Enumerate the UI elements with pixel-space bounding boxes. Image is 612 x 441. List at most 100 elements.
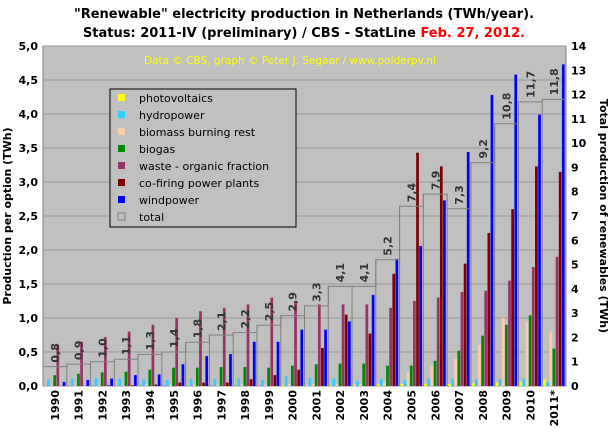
total-label: 2,5 <box>263 302 276 322</box>
bar-waste-organic-fraction <box>531 267 535 386</box>
bar-biogas <box>172 367 175 386</box>
bar-waste-organic-fraction <box>389 307 392 386</box>
y-tick-label: 5,0 <box>19 40 39 53</box>
bar-co-firing-power-plants <box>392 273 396 386</box>
bar-hydropower <box>94 377 98 386</box>
bar-biomass-burning-rest <box>192 384 196 386</box>
x-tick-label: 2005 <box>405 390 418 421</box>
bar-waste-organic-fraction <box>294 301 297 386</box>
bar-co-firing-power-plants <box>558 171 562 386</box>
bar-waste-organic-fraction <box>56 345 60 386</box>
bar-hydropower <box>403 379 407 386</box>
bar-biomass-burning-rest <box>549 331 553 386</box>
bar-co-firing-power-plants <box>107 385 110 386</box>
bar-biomass-burning-rest <box>73 385 77 386</box>
bar-co-firing-power-plants <box>463 263 467 386</box>
bar-biogas <box>386 365 389 386</box>
bar-co-firing-power-plants <box>416 152 419 386</box>
bar-windpower <box>134 375 137 386</box>
legend-swatch-biogas <box>118 145 125 152</box>
bar-hydropower <box>189 379 193 386</box>
bar-hydropower <box>498 379 502 386</box>
bar-waste-organic-fraction <box>246 304 250 386</box>
bar-photovoltaics <box>424 383 428 386</box>
bar-waste-organic-fraction <box>365 304 369 386</box>
bar-waste-organic-fraction <box>484 290 488 386</box>
x-tick-label: 2009 <box>501 390 514 421</box>
bar-waste-organic-fraction <box>413 301 416 386</box>
y2-tick-label: 3 <box>571 307 579 320</box>
bar-photovoltaics <box>400 383 404 386</box>
x-tick-label: 1991 <box>73 390 86 421</box>
total-label: 0,9 <box>73 341 86 361</box>
bar-windpower <box>252 341 256 386</box>
x-tick-label: 2004 <box>382 390 395 421</box>
bar-biomass-burning-rest <box>216 384 220 386</box>
total-label: 11,7 <box>524 71 537 98</box>
bar-waste-organic-fraction <box>222 307 226 386</box>
chart-subtitle-status: Status: 2011-IV (preliminary) / CBS - St… <box>83 26 421 41</box>
bar-biomass-burning-rest <box>169 384 172 386</box>
bar-biogas <box>314 364 318 386</box>
y2-tick-label: 14 <box>571 40 587 53</box>
y2-tick-label: 13 <box>571 64 586 77</box>
bar-biogas <box>481 335 484 386</box>
bar-biomass-burning-rest <box>335 383 339 386</box>
total-label: 7,9 <box>429 171 442 191</box>
bar-windpower <box>443 200 446 386</box>
bar-biomass-burning-rest <box>501 318 505 386</box>
bar-biomass-burning-rest <box>478 345 481 386</box>
legend-label-biomass-burning-rest: biomass burning rest <box>139 126 256 139</box>
bar-biogas <box>53 375 57 386</box>
legend-label-hydropower: hydropower <box>139 109 205 122</box>
bar-co-firing-power-plants <box>321 347 324 386</box>
bar-co-firing-power-plants <box>297 369 301 386</box>
x-tick-label: 1998 <box>239 390 252 421</box>
x-tick-label: 2011* <box>548 390 561 427</box>
bar-waste-organic-fraction <box>460 292 464 386</box>
y-tick-label: 4,0 <box>19 108 39 121</box>
bar-hydropower <box>332 378 336 386</box>
y2-tick-label: 11 <box>571 113 586 126</box>
bar-windpower <box>62 381 66 386</box>
bar-biogas <box>124 371 128 386</box>
y2-tick-label: 6 <box>571 234 579 247</box>
bar-co-firing-power-plants <box>249 379 253 386</box>
bar-photovoltaics <box>495 382 499 386</box>
bar-photovoltaics <box>329 385 332 386</box>
total-series <box>42 98 567 386</box>
bar-windpower <box>490 94 494 387</box>
bar-biomass-burning-rest <box>50 385 53 386</box>
y-tick-label: 1,5 <box>19 278 39 291</box>
x-tick-label: 2001 <box>310 390 323 421</box>
x-tick-label: 2010 <box>524 390 537 421</box>
bar-co-firing-power-plants <box>511 209 514 386</box>
legend-label-photovoltaics: photovoltaics <box>139 92 213 105</box>
bar-hydropower <box>308 377 312 386</box>
total-label: 4,1 <box>358 263 371 283</box>
legend-label-co-firing-power-plants: co-firing power plants <box>139 177 259 190</box>
legend-swatch-total <box>117 212 126 221</box>
y2-tick-label: 9 <box>571 161 579 174</box>
bar-hydropower <box>451 378 454 386</box>
total-label: 1,4 <box>168 328 181 348</box>
legend-swatch-co-firing-power-plants <box>118 179 125 186</box>
legend-swatch-waste-organic-fraction <box>118 162 125 169</box>
bar-windpower <box>181 364 185 386</box>
legend-label-biogas: biogas <box>139 143 175 156</box>
bar-hydropower <box>118 378 122 386</box>
total-label: 1,8 <box>192 319 205 339</box>
total-label: 1,0 <box>96 338 109 358</box>
bar-biomass-burning-rest <box>359 383 362 386</box>
bar-biogas <box>457 350 461 386</box>
legend-swatch-photovoltaics <box>118 94 125 101</box>
y-tick-label: 3,0 <box>19 176 39 189</box>
bar-hydropower <box>284 376 288 386</box>
x-tick-label: 2008 <box>477 390 490 421</box>
bar-co-firing-power-plants <box>344 314 348 386</box>
y-tick-label: 3,5 <box>19 142 39 155</box>
y-tick-label: 2,0 <box>19 244 39 257</box>
bar-co-firing-power-plants <box>202 382 205 386</box>
bar-biomass-burning-rest <box>454 358 458 386</box>
